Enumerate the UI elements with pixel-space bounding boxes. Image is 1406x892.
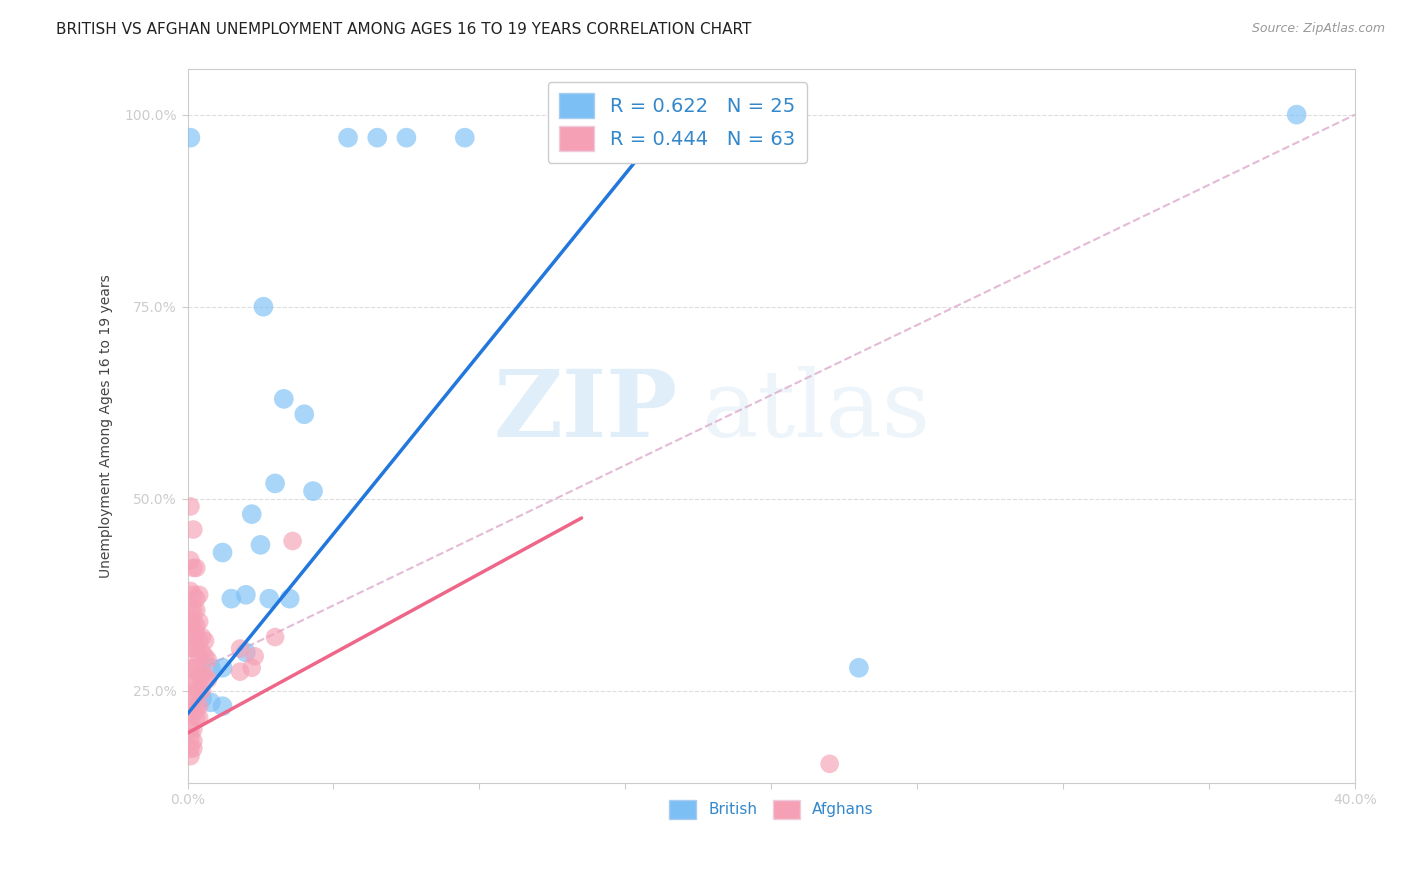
Point xyxy=(197,673,219,687)
Point xyxy=(191,645,214,659)
Point xyxy=(183,523,205,537)
Point xyxy=(188,699,211,714)
Text: ZIP: ZIP xyxy=(494,367,678,457)
Point xyxy=(186,603,208,617)
Point xyxy=(235,645,257,659)
Point xyxy=(183,723,205,737)
Point xyxy=(179,723,201,737)
Point xyxy=(240,661,263,675)
Point xyxy=(191,683,214,698)
Point xyxy=(1285,107,1308,121)
Point xyxy=(257,591,280,606)
Point xyxy=(395,130,418,145)
Point xyxy=(200,661,222,675)
Point xyxy=(848,661,870,675)
Point xyxy=(183,626,205,640)
Point xyxy=(366,130,388,145)
Text: Source: ZipAtlas.com: Source: ZipAtlas.com xyxy=(1251,22,1385,36)
Point xyxy=(186,683,208,698)
Point xyxy=(235,588,257,602)
Point xyxy=(179,741,201,756)
Point xyxy=(179,661,201,675)
Point xyxy=(188,588,211,602)
Point xyxy=(179,730,201,744)
Point xyxy=(186,641,208,656)
Text: atlas: atlas xyxy=(702,367,931,457)
Point xyxy=(211,661,233,675)
Point xyxy=(194,634,217,648)
Point xyxy=(183,603,205,617)
Point xyxy=(302,484,325,499)
Point xyxy=(179,641,201,656)
Point xyxy=(191,668,214,682)
Point xyxy=(211,699,233,714)
Legend: British, Afghans: British, Afghans xyxy=(662,794,880,825)
Point xyxy=(179,615,201,629)
Point xyxy=(186,561,208,575)
Point xyxy=(188,615,211,629)
Point xyxy=(188,649,211,664)
Point xyxy=(179,130,201,145)
Point xyxy=(194,668,217,682)
Point xyxy=(194,649,217,664)
Point xyxy=(229,665,252,679)
Point xyxy=(337,130,360,145)
Point xyxy=(249,538,271,552)
Y-axis label: Unemployment Among Ages 16 to 19 years: Unemployment Among Ages 16 to 19 years xyxy=(100,274,114,578)
Point xyxy=(186,618,208,632)
Point xyxy=(221,591,243,606)
Point xyxy=(183,706,205,721)
Point xyxy=(292,407,315,421)
Point xyxy=(188,634,211,648)
Text: BRITISH VS AFGHAN UNEMPLOYMENT AMONG AGES 16 TO 19 YEARS CORRELATION CHART: BRITISH VS AFGHAN UNEMPLOYMENT AMONG AGE… xyxy=(56,22,752,37)
Point xyxy=(264,630,287,644)
Point xyxy=(264,476,287,491)
Point xyxy=(188,711,211,725)
Point xyxy=(183,561,205,575)
Point xyxy=(243,649,266,664)
Point xyxy=(183,691,205,706)
Point xyxy=(179,553,201,567)
Point xyxy=(273,392,295,406)
Point xyxy=(229,641,252,656)
Point xyxy=(183,676,205,690)
Point xyxy=(179,500,201,514)
Point xyxy=(179,584,201,599)
Point xyxy=(278,591,301,606)
Point xyxy=(454,130,477,145)
Point xyxy=(179,603,201,617)
Point xyxy=(179,749,201,764)
Point xyxy=(179,676,201,690)
Point xyxy=(197,653,219,667)
Point xyxy=(188,683,211,698)
Point xyxy=(191,630,214,644)
Point xyxy=(186,699,208,714)
Point xyxy=(183,615,205,629)
Point xyxy=(281,534,304,549)
Point xyxy=(186,661,208,675)
Point xyxy=(183,641,205,656)
Point xyxy=(186,626,208,640)
Point xyxy=(183,588,205,602)
Point xyxy=(240,507,263,521)
Point xyxy=(188,668,211,682)
Point xyxy=(179,626,201,640)
Point xyxy=(252,300,274,314)
Point xyxy=(183,741,205,756)
Point xyxy=(179,691,201,706)
Point xyxy=(183,661,205,675)
Point xyxy=(191,691,214,706)
Point xyxy=(200,695,222,709)
Point xyxy=(211,545,233,559)
Point xyxy=(186,591,208,606)
Point xyxy=(818,756,841,771)
Point xyxy=(183,733,205,747)
Point xyxy=(186,711,208,725)
Point xyxy=(179,706,201,721)
